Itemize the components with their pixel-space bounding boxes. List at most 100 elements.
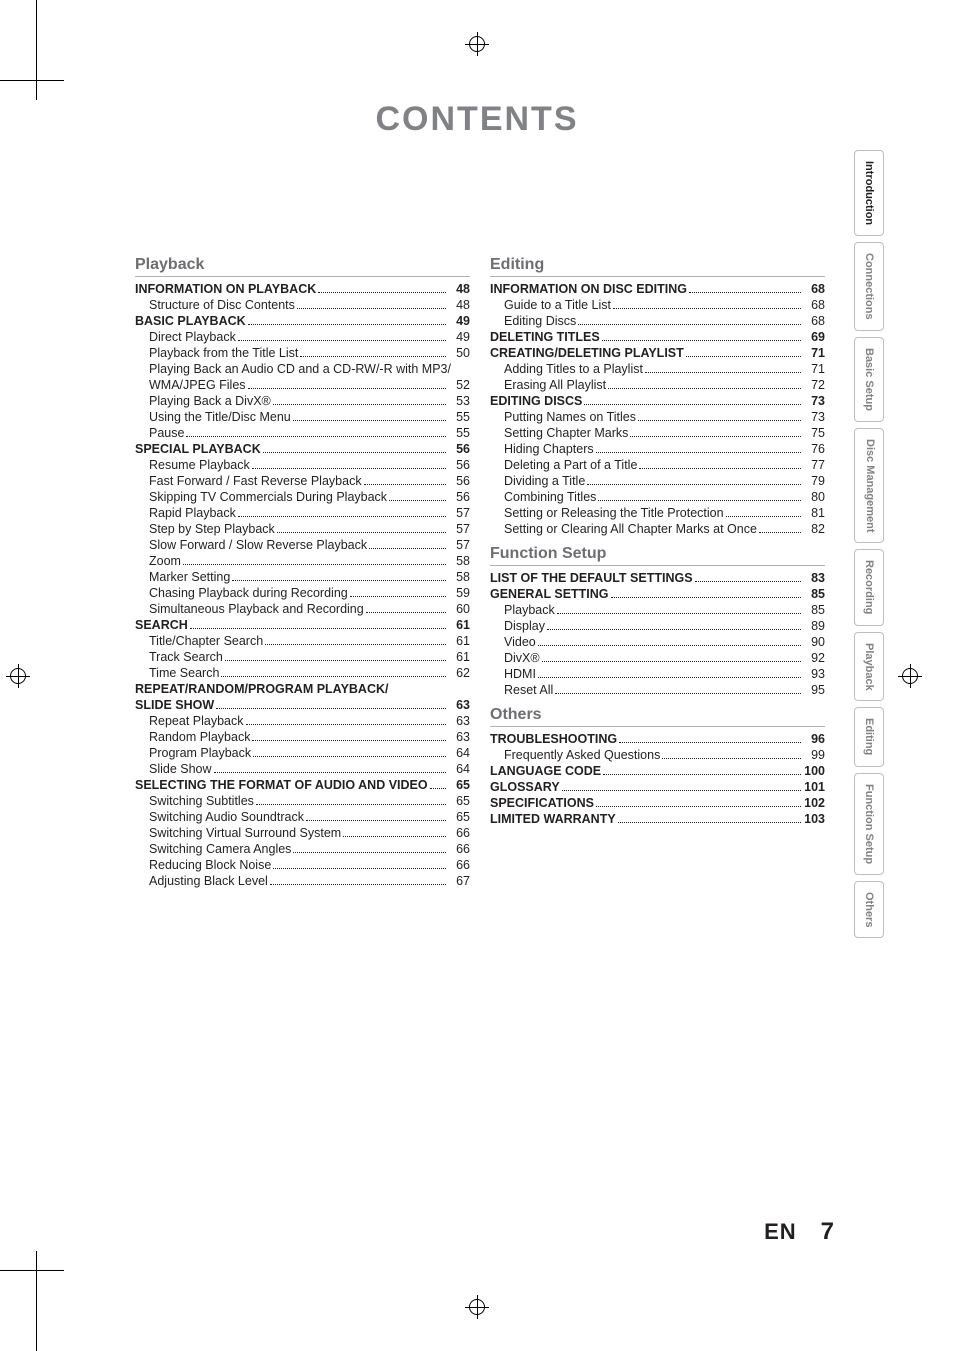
toc-leader-dots	[596, 806, 801, 807]
toc-label: Switching Virtual Surround System	[135, 825, 341, 841]
toc-page-number: 56	[448, 473, 470, 489]
toc-leader-dots	[238, 516, 446, 517]
toc-page-number: 93	[803, 666, 825, 682]
toc-leader-dots	[221, 676, 446, 677]
toc-heading: SEARCH61	[135, 617, 470, 633]
toc-label: INFORMATION ON PLAYBACK	[135, 281, 316, 297]
toc-page-number: 65	[448, 777, 470, 793]
toc-page-number: 55	[448, 409, 470, 425]
side-tab[interactable]: Function Setup	[854, 773, 884, 875]
toc-page-number: 63	[448, 697, 470, 713]
registration-mark-icon	[465, 1295, 489, 1319]
toc-label: SELECTING THE FORMAT OF AUDIO AND VIDEO	[135, 777, 428, 793]
toc-page-number: 48	[448, 281, 470, 297]
toc-subentry: Track Search61	[135, 649, 470, 665]
toc-label: WMA/JPEG Files	[135, 377, 246, 393]
toc-label: Adding Titles to a Playlist	[490, 361, 643, 377]
toc-page-number: 60	[448, 601, 470, 617]
toc-label: Setting or Releasing the Title Protectio…	[490, 505, 724, 521]
toc-leader-dots	[318, 292, 446, 293]
toc-label: SPECIFICATIONS	[490, 795, 594, 811]
toc-leader-dots	[639, 468, 801, 469]
toc-heading: SPECIAL PLAYBACK 56	[135, 441, 470, 457]
registration-mark-icon	[465, 32, 489, 56]
toc-label: DivX®	[490, 650, 540, 666]
footer-page-number: 7	[821, 1218, 834, 1246]
toc-page-number: 56	[448, 441, 470, 457]
toc-leader-dots	[183, 564, 446, 565]
toc-leader-dots	[557, 613, 801, 614]
toc-label: TROUBLESHOOTING	[490, 731, 617, 747]
toc-label: DELETING TITLES	[490, 329, 600, 345]
toc-label: Simultaneous Playback and Recording	[135, 601, 364, 617]
toc-leader-dots	[253, 756, 446, 757]
side-tab[interactable]: Connections	[854, 242, 884, 331]
toc-page-number: 100	[803, 763, 825, 779]
toc-heading: BASIC PLAYBACK49	[135, 313, 470, 329]
toc-subentry: Adjusting Black Level67	[135, 873, 470, 889]
toc-subentry: Setting Chapter Marks75	[490, 425, 825, 441]
toc-label: LANGUAGE CODE	[490, 763, 601, 779]
page-footer: EN 7	[764, 1218, 834, 1246]
side-tab[interactable]: Introduction	[854, 150, 884, 236]
toc-page-number: 102	[803, 795, 825, 811]
toc-page-number: 96	[803, 731, 825, 747]
toc-label: Resume Playback	[135, 457, 250, 473]
toc-label: SPECIAL PLAYBACK	[135, 441, 261, 457]
toc-label: Pause	[135, 425, 184, 441]
toc-label: Chasing Playback during Recording	[135, 585, 348, 601]
toc-page-number: 90	[803, 634, 825, 650]
side-tab[interactable]: Editing	[854, 707, 884, 766]
toc-heading: REPEAT/RANDOM/PROGRAM PLAYBACK/	[135, 681, 470, 697]
toc-leader-dots	[645, 372, 801, 373]
toc-subentry: Playing Back an Audio CD and a CD-RW/-R …	[135, 361, 470, 377]
toc-page-number: 53	[448, 393, 470, 409]
toc-section-title: Editing	[490, 256, 825, 277]
toc-page-number: 57	[448, 521, 470, 537]
side-tab[interactable]: Basic Setup	[854, 337, 884, 422]
toc-leader-dots	[256, 804, 446, 805]
toc-leader-dots	[190, 628, 446, 629]
toc-subentry: Combining Titles80	[490, 489, 825, 505]
registration-mark-icon	[6, 664, 30, 688]
toc-leader-dots	[263, 452, 446, 453]
page: CONTENTS Playback INFORMATION ON PLAYBACK…	[0, 0, 954, 1351]
toc-page-number: 68	[803, 281, 825, 297]
toc-leader-dots	[293, 420, 446, 421]
toc-column-left: PlaybackINFORMATION ON PLAYBACK48Structu…	[135, 256, 470, 889]
side-tab[interactable]: Recording	[854, 549, 884, 625]
toc-subentry: Deleting a Part of a Title77	[490, 457, 825, 473]
registration-mark-icon	[898, 664, 922, 688]
toc-leader-dots	[300, 356, 446, 357]
toc-subentry: WMA/JPEG Files52	[135, 377, 470, 393]
toc-leader-dots	[555, 693, 801, 694]
toc-leader-dots	[611, 597, 801, 598]
toc-page-number: 64	[448, 745, 470, 761]
toc-label: Deleting a Part of a Title	[490, 457, 637, 473]
toc-page-number: 50	[448, 345, 470, 361]
toc-leader-dots	[584, 404, 801, 405]
toc-heading: LIMITED WARRANTY103	[490, 811, 825, 827]
toc-subentry: Resume Playback56	[135, 457, 470, 473]
toc-subentry: Playing Back a DivX®53	[135, 393, 470, 409]
toc-page-number: 64	[448, 761, 470, 777]
toc-page-number: 66	[448, 857, 470, 873]
toc-label: Time Search	[135, 665, 219, 681]
toc-label: Direct Playback	[135, 329, 236, 345]
toc-subentry: Reducing Block Noise66	[135, 857, 470, 873]
toc-leader-dots	[366, 612, 446, 613]
page-title: CONTENTS	[0, 100, 954, 139]
toc-label: Repeat Playback	[135, 713, 244, 729]
toc-label: Editing Discs	[490, 313, 576, 329]
side-tab[interactable]: Disc Management	[854, 428, 884, 544]
toc-leader-dots	[270, 884, 446, 885]
side-tab[interactable]: Others	[854, 881, 884, 938]
toc-page-number: 71	[803, 361, 825, 377]
toc-label: GLOSSARY	[490, 779, 560, 795]
toc-leader-dots	[587, 484, 801, 485]
toc-subentry: Guide to a Title List68	[490, 297, 825, 313]
toc-label: LIST OF THE DEFAULT SETTINGS	[490, 570, 693, 586]
side-tab[interactable]: Playback	[854, 632, 884, 702]
toc-label: SEARCH	[135, 617, 188, 633]
toc-page-number: 69	[803, 329, 825, 345]
